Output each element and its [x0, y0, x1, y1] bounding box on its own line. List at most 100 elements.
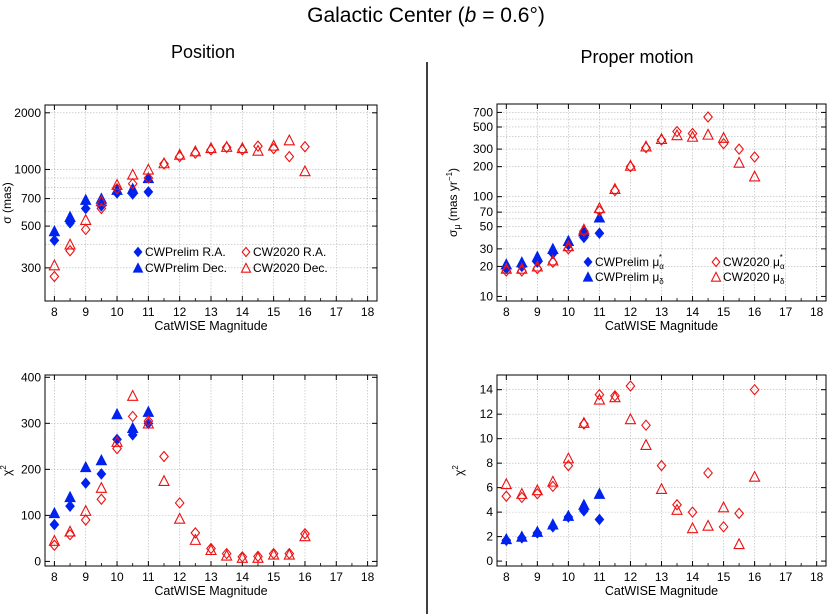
data-point — [562, 239, 575, 252]
x-tick-label: 18 — [361, 305, 375, 319]
data-point — [547, 518, 559, 530]
x-tick-label: 17 — [779, 305, 793, 319]
data-point — [749, 151, 760, 163]
x-tick-label: 18 — [361, 570, 375, 584]
data-point — [111, 178, 123, 190]
column-title-position: Position — [171, 42, 235, 62]
x-tick-label: 18 — [810, 570, 824, 584]
y-tick-label: 700 — [473, 105, 493, 119]
legend-label: CW2020 μδ — [723, 270, 785, 286]
data-point — [686, 521, 699, 534]
data-point — [126, 168, 139, 180]
data-point — [672, 498, 682, 511]
x-tick-label: 11 — [142, 305, 155, 319]
y-tick-label: 100 — [473, 190, 493, 204]
data-point — [142, 405, 155, 417]
legend-label: CW2020 Dec. — [253, 261, 328, 275]
y-tick-label: 70 — [480, 205, 494, 219]
series-cwprelim- — [500, 487, 606, 545]
x-tick-label: 10 — [110, 570, 124, 584]
data-point — [547, 242, 559, 254]
data-point — [79, 213, 92, 225]
data-point — [236, 141, 249, 154]
y-axis-label: σ (mas) — [0, 182, 14, 223]
data-point — [79, 504, 92, 516]
data-point — [253, 550, 263, 563]
data-point — [65, 500, 75, 512]
data-point — [717, 131, 730, 143]
data-point — [702, 128, 714, 140]
x-tick-label: 12 — [624, 570, 638, 584]
x-tick-label: 14 — [686, 305, 700, 319]
data-point — [609, 182, 621, 194]
data-point — [501, 490, 512, 503]
data-point — [96, 202, 107, 215]
data-point — [48, 224, 61, 237]
x-axis-label: CatWISE Magnitude — [154, 584, 267, 598]
data-point — [531, 250, 544, 262]
data-point — [205, 141, 217, 154]
x-tick-label: 13 — [204, 570, 218, 584]
data-point — [48, 506, 61, 519]
data-point — [516, 491, 527, 504]
data-point — [96, 493, 107, 506]
x-tick-label: 14 — [236, 570, 250, 584]
data-point — [142, 417, 155, 429]
data-point — [300, 140, 310, 153]
data-point — [655, 132, 668, 145]
x-tick-label: 13 — [204, 305, 218, 319]
series-cw2020-dec- — [48, 133, 311, 271]
legend-marker — [132, 262, 144, 273]
data-point — [733, 537, 745, 550]
data-point — [189, 144, 202, 157]
x-axis-label: CatWISE Magnitude — [605, 584, 718, 598]
data-point — [221, 547, 232, 560]
data-point — [516, 530, 528, 542]
data-point — [672, 125, 682, 138]
data-point — [64, 525, 76, 537]
data-point — [111, 435, 123, 447]
data-point — [703, 111, 713, 123]
data-point — [49, 270, 60, 283]
x-tick-label: 8 — [51, 305, 58, 319]
data-point — [299, 164, 311, 177]
legend: CWPrelim μα*CWPrelim μδ CW2020 μα*CW2020 … — [582, 253, 785, 286]
data-point — [500, 262, 513, 274]
x-tick-label: 15 — [267, 570, 281, 584]
y-tick-label: 6 — [486, 481, 493, 495]
legend-label: CW2020 R.A. — [253, 245, 326, 259]
x-tick-label: 13 — [655, 570, 669, 584]
data-point — [283, 133, 296, 146]
data-point — [748, 170, 761, 182]
data-point — [640, 438, 652, 450]
data-point — [578, 416, 590, 428]
x-axis-label: CatWISE Magnitude — [605, 319, 718, 333]
data-point — [531, 260, 544, 272]
data-point — [702, 519, 714, 531]
legend-label: CWPrelim μα* — [595, 253, 664, 271]
y-tick-label: 1000 — [14, 162, 41, 176]
legend-marker — [583, 256, 593, 268]
data-point — [65, 244, 75, 257]
data-point — [703, 467, 713, 479]
data-point — [500, 532, 513, 545]
data-point — [189, 533, 202, 545]
series-cw2020-dec- — [48, 389, 311, 563]
x-tick-label: 14 — [686, 570, 700, 584]
y-tick-label: 14 — [480, 383, 494, 397]
data-point — [220, 549, 233, 561]
data-point — [64, 238, 76, 250]
data-point — [532, 487, 543, 500]
y-tick-label: 0 — [34, 554, 41, 568]
data-point — [143, 415, 154, 427]
data-point — [159, 158, 169, 170]
y-tick-label: 20 — [480, 259, 494, 273]
data-point — [127, 410, 138, 423]
data-point — [546, 475, 559, 487]
data-point — [641, 419, 651, 432]
data-point — [562, 509, 575, 521]
data-point — [516, 256, 528, 268]
data-point — [206, 542, 216, 555]
data-point — [531, 483, 544, 496]
